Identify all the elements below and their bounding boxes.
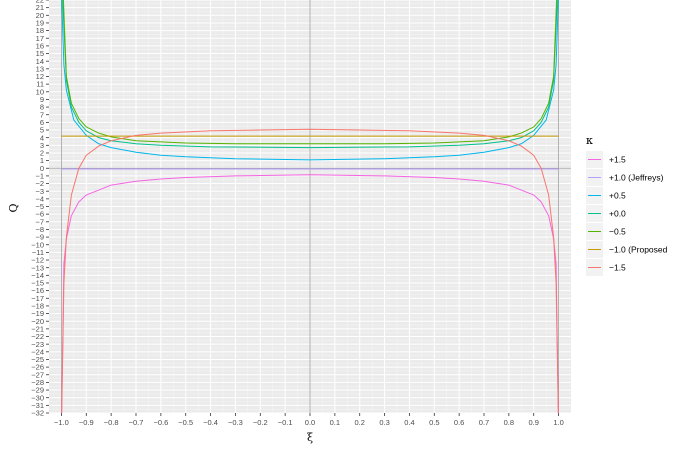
x-tick-label: 0.4	[404, 418, 414, 427]
x-axis-title: ξ	[307, 431, 313, 444]
x-tick-label: 0.7	[479, 418, 489, 427]
x-tick-label: −0.7	[129, 418, 144, 427]
series-line-2	[61, 0, 559, 161]
x-tick-label: −1.0	[54, 418, 69, 427]
y-tick-label: 15	[36, 49, 44, 58]
y-tick-label: 19	[36, 19, 44, 28]
x-axis: −1.0 −0.9 −0.8 −0.7 −0.6 −0.5 −0.4 −0.3 −0.2 −0.1…	[54, 413, 564, 427]
y-tick-label: −32	[31, 409, 44, 418]
y-tick-label: 21	[36, 3, 44, 12]
y-tick-label: 16	[36, 41, 44, 50]
series-line-3	[62, 0, 558, 149]
y-tick-label: −28	[31, 378, 44, 387]
legend-label-0: +1.5	[609, 155, 626, 165]
y-tick-label: −7	[35, 217, 44, 226]
y-tick-label: −17	[31, 294, 44, 303]
y-tick-label: −27	[31, 370, 44, 379]
x-tick-label: 0.8	[504, 418, 514, 427]
x-tick-label: 0.9	[528, 418, 538, 427]
y-tick-label: −4	[35, 194, 44, 203]
y-tick-label: −3	[35, 187, 44, 196]
y-tick-label: 7	[40, 110, 44, 119]
y-tick-label: −20	[31, 317, 44, 326]
y-tick-label: −8	[35, 225, 44, 234]
y-tick-label: 22	[36, 0, 44, 5]
y-tick-label: 20	[36, 11, 44, 20]
x-tick-label: −0.8	[104, 418, 119, 427]
y-tick-label: 18	[36, 26, 44, 35]
y-tick-label: −11	[32, 248, 44, 257]
y-tick-label: −30	[31, 393, 44, 402]
series-layer	[61, 0, 559, 413]
y-tick-label: −18	[31, 302, 44, 311]
y-tick-label: 9	[40, 95, 44, 104]
legend-label-3: +0.0	[609, 209, 626, 219]
y-tick-label: −26	[31, 363, 44, 372]
legend-label-4: −0.5	[609, 227, 626, 237]
y-tick-label: 14	[36, 57, 44, 66]
x-tick-label: 0.6	[454, 418, 464, 427]
y-tick-label: 3	[40, 141, 44, 150]
y-tick-label: −19	[31, 309, 44, 318]
y-tick-label: −16	[31, 286, 44, 295]
y-tick-label: −12	[31, 256, 44, 265]
y-tick-label: −25	[31, 355, 44, 364]
y-tick-label: −13	[31, 263, 44, 272]
y-tick-label: 6	[40, 118, 44, 127]
y-tick-label: 0	[40, 164, 44, 173]
x-tick-label: −0.9	[79, 418, 94, 427]
y-tick-label: −29	[31, 386, 44, 395]
y-tick-label: −23	[31, 340, 44, 349]
y-tick-label: 13	[36, 64, 44, 73]
y-axis-title: Q	[7, 203, 20, 212]
y-tick-label: −14	[31, 271, 44, 280]
y-tick-label: −1	[35, 172, 44, 181]
legend: κ +1.5 +1.0 (Jeffreys) +0.5 +0.0 −0.5 −1.0 (P…	[586, 134, 668, 276]
y-tick-label: −21	[31, 324, 44, 333]
reference-lines	[49, 0, 571, 413]
x-tick-label: 1.0	[553, 418, 563, 427]
x-tick-label: −0.3	[228, 418, 243, 427]
x-tick-label: −0.5	[178, 418, 193, 427]
legend-label-1: +1.0 (Jeffreys)	[609, 173, 664, 183]
series-line-4	[62, 0, 558, 145]
y-tick-label: −2	[35, 179, 44, 188]
x-tick-label: 0.1	[330, 418, 340, 427]
legend-label-6: −1.5	[609, 263, 626, 273]
x-tick-label: −0.2	[253, 418, 268, 427]
x-tick-label: −0.6	[153, 418, 168, 427]
series-line-6	[61, 128, 559, 413]
x-tick-label: −0.4	[203, 418, 218, 427]
y-tick-label: 5	[40, 126, 44, 135]
y-tick-label: 17	[36, 34, 44, 43]
x-tick-label: 0.0	[305, 418, 315, 427]
y-tick-label: 11	[36, 80, 44, 89]
y-tick-label: −6	[35, 210, 44, 219]
y-tick-label: 2	[40, 149, 44, 158]
x-tick-label: 0.2	[354, 418, 364, 427]
y-tick-label: 12	[36, 72, 44, 81]
y-tick-label: 8	[40, 103, 44, 112]
y-tick-label: −24	[31, 347, 44, 356]
legend-title: κ	[586, 134, 593, 147]
x-tick-label: −0.1	[278, 418, 293, 427]
legend-label-2: +0.5	[609, 191, 626, 201]
y-tick-label: 10	[36, 87, 44, 96]
y-tick-label: −22	[31, 332, 44, 341]
y-tick-label: −10	[31, 240, 44, 249]
y-tick-label: −31	[31, 401, 44, 410]
y-axis: −32−31−30−29−28−27−26−25−24−23−22−21−20−…	[31, 0, 49, 418]
series-line-0	[61, 174, 559, 413]
x-tick-label: 0.5	[429, 418, 439, 427]
y-tick-label: 4	[40, 133, 44, 142]
legend-label-5: −1.0 (Proposed	[609, 245, 668, 255]
y-tick-label: 1	[40, 156, 44, 165]
y-tick-label: −5	[35, 202, 44, 211]
y-tick-label: −9	[35, 233, 44, 242]
x-tick-label: 0.3	[379, 418, 389, 427]
y-tick-label: −15	[31, 279, 44, 288]
